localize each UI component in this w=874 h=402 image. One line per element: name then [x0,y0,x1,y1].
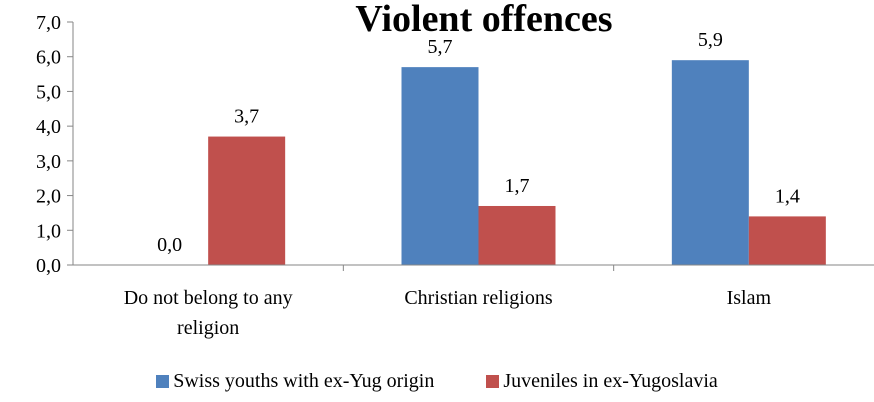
category-label: Christian religions [404,287,553,309]
bar-2-2 [478,205,556,265]
legend: Swiss youths with ex-Yug origin Juvenile… [0,370,874,393]
data-label: 3,7 [234,106,259,128]
y-tick-label: 7,0 [36,12,61,34]
y-tick-label: 1,0 [36,220,61,242]
legend-label-series-1: Swiss youths with ex-Yug origin [173,370,435,392]
y-tick-label: 4,0 [36,116,61,138]
bar-2-1 [208,136,286,265]
legend-item-series-1: Swiss youths with ex-Yug origin [156,370,434,393]
chart-title: Violent offences [355,0,612,40]
data-label: 1,7 [505,175,530,197]
data-label: 5,7 [428,36,453,58]
y-tick-label: 3,0 [36,151,61,173]
category-label: Do not belong to any [124,287,293,309]
data-label: 1,4 [775,185,800,207]
category-label: religion [177,317,239,339]
data-label: 5,9 [698,29,723,51]
legend-label-series-2: Juveniles in ex-Yugoslavia [503,370,718,392]
y-tick-label: 2,0 [36,186,61,208]
category-label: Islam [727,287,772,309]
y-tick-label: 5,0 [36,81,61,103]
bar-2-3 [748,216,826,265]
bar-1-3 [671,60,749,265]
legend-swatch-series-1 [156,375,170,388]
legend-swatch-series-2 [486,375,500,388]
y-tick-label: 6,0 [36,47,61,69]
y-tick-label: 0,0 [36,255,61,277]
legend-item-series-2: Juveniles in ex-Yugoslavia [486,370,718,393]
bar-1-2 [401,67,479,265]
data-label: 0,0 [157,234,182,256]
